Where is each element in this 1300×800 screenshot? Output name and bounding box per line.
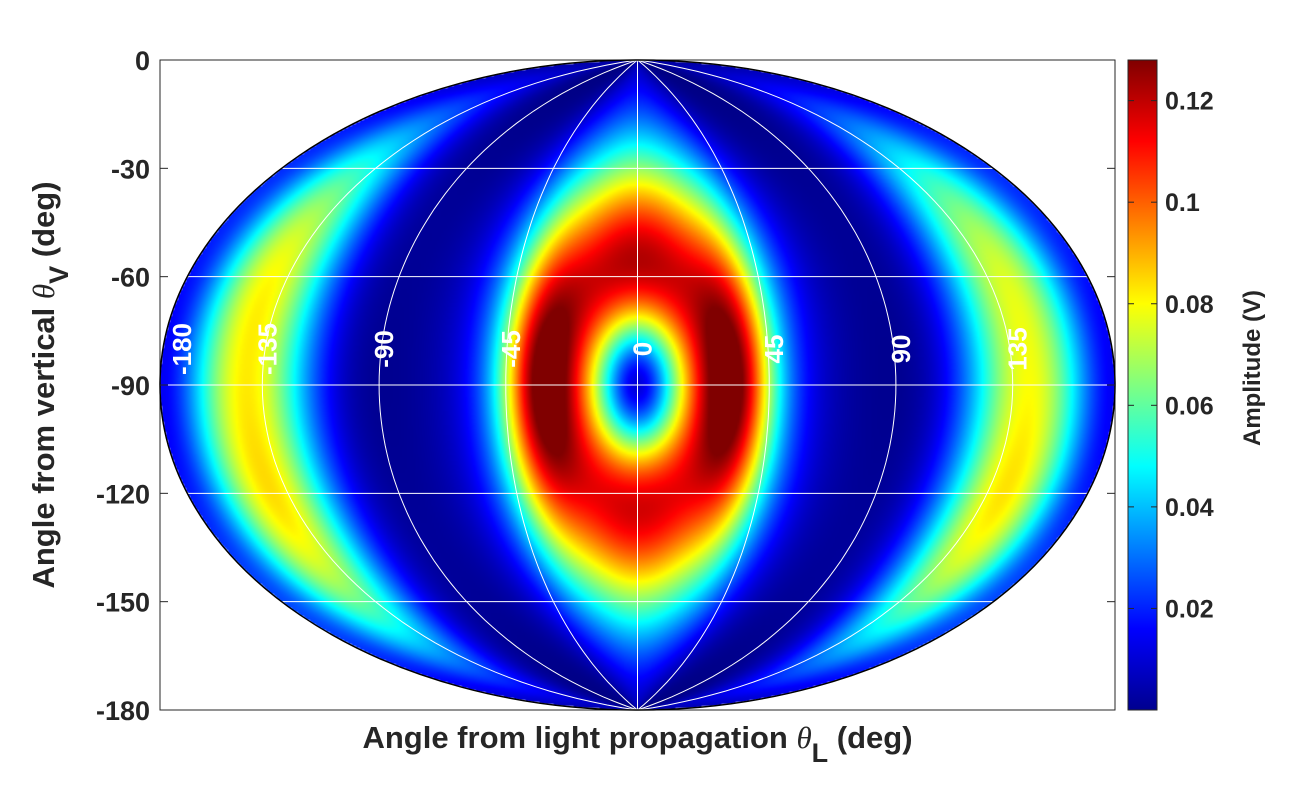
meridian-line [378,60,638,710]
y-tick-label: -120 [96,479,150,509]
colorbar-tick-label: 0.1 [1165,189,1200,217]
colorbar-tick-label: 0.06 [1165,392,1214,420]
meridian-label: 45 [759,335,789,364]
meridian-line [261,60,638,710]
meridian-line [505,60,638,710]
y-axis-label: Angle from vertical θV (deg) [26,181,74,588]
colorbar-tick-label: 0.04 [1165,494,1214,522]
x-axis-label: Angle from light propagation θL (deg) [362,720,912,768]
colorbar-label: Amplitude (V) [1239,290,1266,446]
meridian-label: -135 [252,323,282,375]
colorbar-tick-label: 0.12 [1165,88,1214,116]
meridian-label: 90 [886,335,916,364]
meridian-line [637,60,770,710]
meridian-line [637,60,1014,710]
meridian-label: 0 [628,342,658,356]
meridian-line [637,60,897,710]
meridian-labels: -180 -135 -90 -45 0 45 90 135 [167,323,1033,375]
meridian-label: -45 [496,330,526,368]
y-tick-label: -60 [111,263,150,293]
colorbar-gradient [1127,59,1158,711]
colorbar-ticks: 0.02 0.04 0.06 0.08 0.1 0.12 [1128,88,1214,623]
y-tick-label: -30 [111,154,150,184]
y-tick-label: -150 [96,588,150,618]
meridian-label: -180 [167,323,197,375]
colorbar: 0.02 0.04 0.06 0.08 0.1 0.12 Amplitude (V) [1127,59,1266,711]
y-tick-label: 0 [135,46,150,76]
meridian-label: -90 [369,330,399,368]
y-axis: 0 -30 -60 -90 -120 -150 -180 [96,46,1115,726]
colorbar-tick-label: 0.02 [1165,595,1214,623]
y-tick-label: -90 [111,371,150,401]
meridian-label: 135 [1003,327,1033,370]
colorbar-tick-label: 0.08 [1165,291,1214,319]
y-tick-label: -180 [96,696,150,726]
